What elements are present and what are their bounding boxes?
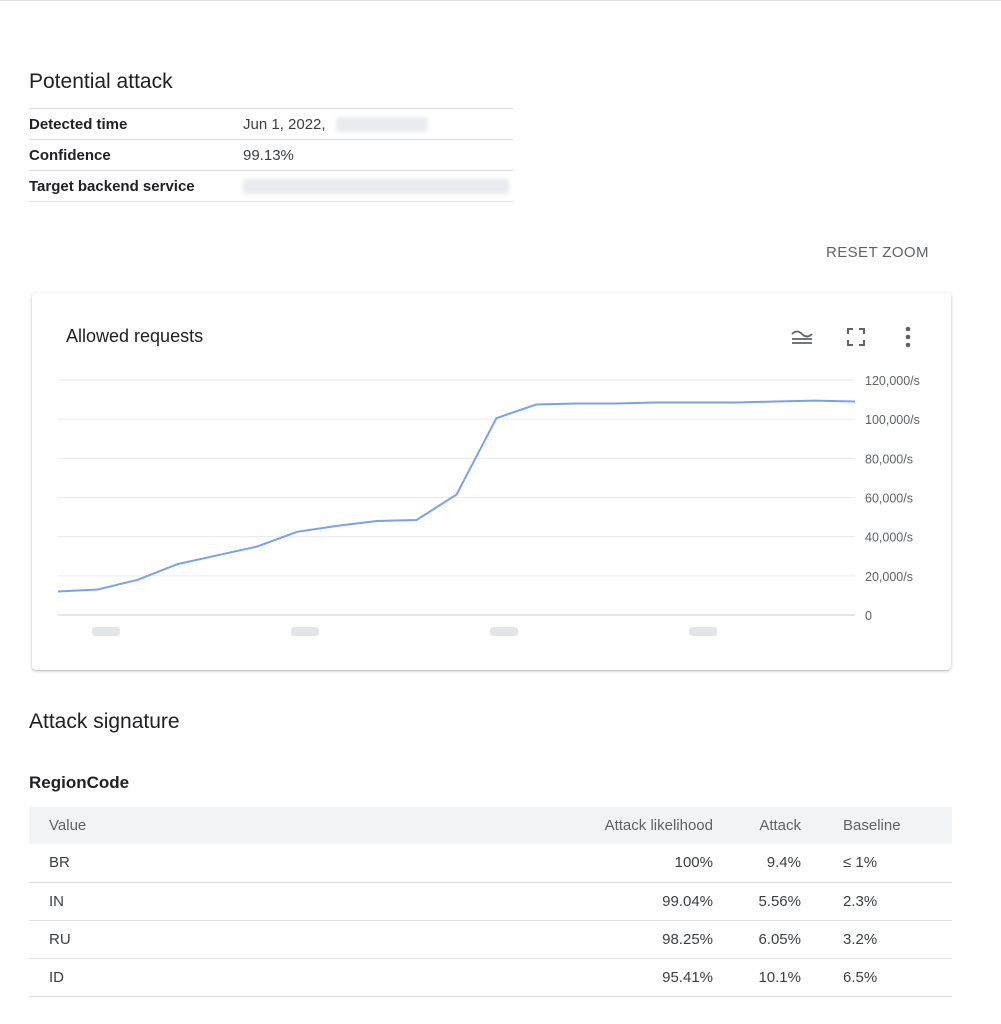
region-code-cell: IN bbox=[49, 892, 64, 910]
y-tick-label: 60,000/s bbox=[865, 492, 913, 506]
potential-attack-title: Potential attack bbox=[29, 70, 173, 93]
table-row: RU 98.25% 6.05% 3.2% bbox=[29, 920, 952, 958]
y-tick-label: 120,000/s bbox=[865, 374, 920, 388]
top-divider bbox=[0, 0, 1001, 1]
y-tick-label: 100,000/s bbox=[865, 413, 920, 427]
region-code-table: Value Attack likelihood Attack Baseline … bbox=[29, 807, 952, 997]
redacted-x-tick-label bbox=[689, 627, 717, 636]
redacted-backend-service bbox=[243, 179, 509, 195]
baseline-cell: 3.2% bbox=[843, 930, 878, 948]
y-tick-label: 80,000/s bbox=[865, 452, 913, 466]
region-code-cell: ID bbox=[49, 968, 64, 986]
table-row: IN 99.04% 5.56% 2.3% bbox=[29, 882, 952, 920]
detail-row-target-backend: Target backend service bbox=[29, 170, 513, 202]
redacted-x-tick-label bbox=[490, 627, 518, 636]
baseline-cell: 6.5% bbox=[843, 968, 878, 986]
detail-label: Detected time bbox=[29, 115, 128, 133]
attack-cell: 5.56% bbox=[758, 892, 801, 910]
redacted-x-tick-label bbox=[92, 627, 120, 636]
column-header-value: Value bbox=[49, 817, 87, 834]
detail-label: Target backend service bbox=[29, 177, 195, 195]
allowed-requests-line bbox=[57, 399, 856, 593]
redacted-x-tick-label bbox=[291, 627, 319, 636]
attack-likelihood-cell: 95.41% bbox=[662, 968, 713, 986]
table-row: ID 95.41% 10.1% 6.5% bbox=[29, 958, 952, 996]
attack-likelihood-cell: 99.04% bbox=[662, 892, 713, 910]
baseline-cell: ≤ 1% bbox=[843, 854, 878, 872]
column-header-attack-likelihood: Attack likelihood bbox=[604, 817, 713, 834]
detail-row-detected-time: Detected time Jun 1, 2022, bbox=[29, 108, 513, 140]
more-vert-icon[interactable] bbox=[894, 323, 922, 351]
table-row: BR 100% 9.4% ≤ 1% bbox=[29, 844, 952, 882]
allowed-requests-chart: 0 20,000/s 40,000/s 60,000/s 80,000/s 100,000… bbox=[57, 374, 920, 636]
region-code-cell: BR bbox=[49, 854, 70, 872]
redacted-time bbox=[335, 117, 428, 133]
fullscreen-icon[interactable] bbox=[842, 323, 870, 351]
attack-likelihood-cell: 98.25% bbox=[662, 930, 713, 948]
detail-label: Confidence bbox=[29, 146, 111, 164]
chart-title: Allowed requests bbox=[66, 326, 204, 346]
y-tick-label: 0 bbox=[865, 609, 872, 623]
attack-cell: 9.4% bbox=[766, 854, 801, 872]
y-tick-label: 20,000/s bbox=[865, 570, 913, 584]
confidence-value: 99.13% bbox=[243, 146, 294, 164]
region-code-title: RegionCode bbox=[29, 773, 130, 792]
region-code-cell: RU bbox=[49, 930, 71, 948]
detail-row-confidence: Confidence 99.13% bbox=[29, 139, 513, 171]
detected-time-text: Jun 1, 2022, bbox=[243, 115, 326, 133]
target-backend-value bbox=[243, 171, 513, 202]
attack-likelihood-cell: 100% bbox=[674, 854, 713, 872]
detected-time-value: Jun 1, 2022, bbox=[243, 109, 513, 140]
reset-zoom-button[interactable]: RESET ZOOM bbox=[820, 240, 935, 265]
attack-cell: 6.05% bbox=[758, 930, 801, 948]
baseline-cell: 2.3% bbox=[843, 892, 878, 910]
y-tick-label: 40,000/s bbox=[865, 531, 913, 545]
allowed-requests-chart-card: Allowed requests 0 20,000/s 40,000/s 60,000… bbox=[32, 293, 951, 670]
attack-signature-title: Attack signature bbox=[29, 710, 180, 733]
potential-attack-details: Detected time Jun 1, 2022, Confidence 99… bbox=[29, 108, 513, 202]
legend-toggle-icon[interactable] bbox=[788, 323, 816, 351]
column-header-attack: Attack bbox=[759, 817, 801, 834]
attack-cell: 10.1% bbox=[758, 968, 801, 986]
table-header-row: Value Attack likelihood Attack Baseline bbox=[29, 807, 952, 844]
column-header-baseline: Baseline bbox=[843, 817, 901, 834]
